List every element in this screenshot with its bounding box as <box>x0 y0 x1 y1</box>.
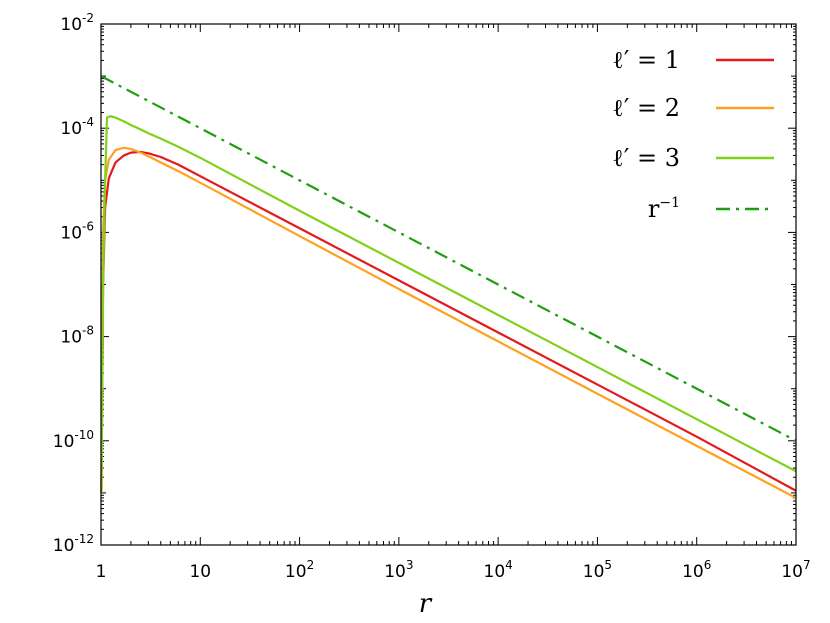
x-tick-label-base: 10 <box>682 562 704 582</box>
x-tick-label-base: 10 <box>484 562 506 582</box>
x-tick-label-base: 10 <box>781 562 803 582</box>
series-line <box>100 115 797 493</box>
y-tick-label: 10-8 <box>60 324 94 348</box>
legend-label: ℓ′ = 3 <box>612 144 680 172</box>
y-tick-label: 10-6 <box>60 219 94 243</box>
legend: ℓ′ = 1 ℓ′ = 2 ℓ′ = 3 r−1 <box>612 46 774 223</box>
y-tick-label-exp: -2 <box>82 11 94 25</box>
y-tick-label-exp: -4 <box>82 115 94 129</box>
legend-label-base: ℓ′ = 3 <box>612 144 680 172</box>
x-tick-labels: 1 10 102 103 104 105 106 107 <box>96 558 811 582</box>
x-tick-label-base: 10 <box>583 562 605 582</box>
legend-label: ℓ′ = 2 <box>612 94 680 122</box>
x-tick-label-exp: 5 <box>604 558 612 572</box>
x-tick-label-exp: 6 <box>704 558 712 572</box>
y-tick-label-base: 10 <box>53 536 75 556</box>
y-tick-label: 10-4 <box>60 115 94 139</box>
x-tick-label-base: 1 <box>96 562 107 582</box>
x-tick-label-exp: 3 <box>406 558 414 572</box>
x-tick-label-exp: 4 <box>505 558 513 572</box>
x-tick-label-base: 10 <box>384 562 406 582</box>
series-line <box>100 75 797 442</box>
y-tick-label-base: 10 <box>60 328 82 348</box>
y-tick-label-exp: -10 <box>74 428 94 442</box>
legend-label: r−1 <box>648 195 680 223</box>
y-tick-label-base: 10 <box>60 223 82 243</box>
ticks-layer <box>100 23 797 546</box>
x-axis-title: r <box>419 589 433 619</box>
y-tick-label: 10-2 <box>60 11 94 35</box>
x-tick-label: 106 <box>682 558 711 582</box>
x-tick-label-base: 10 <box>189 562 211 582</box>
x-tick-label-exp: 7 <box>803 558 811 572</box>
series-layer <box>100 75 797 499</box>
series-line <box>100 150 797 493</box>
series-line <box>100 146 797 499</box>
x-tick-label: 1 <box>96 562 107 582</box>
plot-frame <box>100 23 797 546</box>
y-tick-label-exp: -8 <box>82 324 94 338</box>
legend-label-base: ℓ′ = 2 <box>612 94 680 122</box>
legend-label-base: ℓ′ = 1 <box>612 46 680 74</box>
legend-label-base: r <box>648 195 660 223</box>
x-tick-label: 104 <box>484 558 513 582</box>
x-tick-label: 103 <box>384 558 413 582</box>
x-tick-label: 10 <box>189 562 211 582</box>
legend-label: ℓ′ = 1 <box>612 46 680 74</box>
y-tick-label: 10-10 <box>53 428 94 452</box>
legend-label-exp: −1 <box>659 195 680 211</box>
x-tick-label: 105 <box>583 558 612 582</box>
y-tick-label-exp: -12 <box>74 532 94 546</box>
y-tick-label: 10-12 <box>53 532 94 556</box>
y-tick-label-base: 10 <box>60 119 82 139</box>
x-tick-label: 107 <box>781 558 810 582</box>
x-tick-label: 102 <box>285 558 314 582</box>
y-tick-label-base: 10 <box>53 432 75 452</box>
x-tick-label-exp: 2 <box>307 558 315 572</box>
y-tick-label-exp: -6 <box>82 219 94 233</box>
x-tick-label-base: 10 <box>285 562 307 582</box>
y-tick-label-base: 10 <box>60 15 82 35</box>
